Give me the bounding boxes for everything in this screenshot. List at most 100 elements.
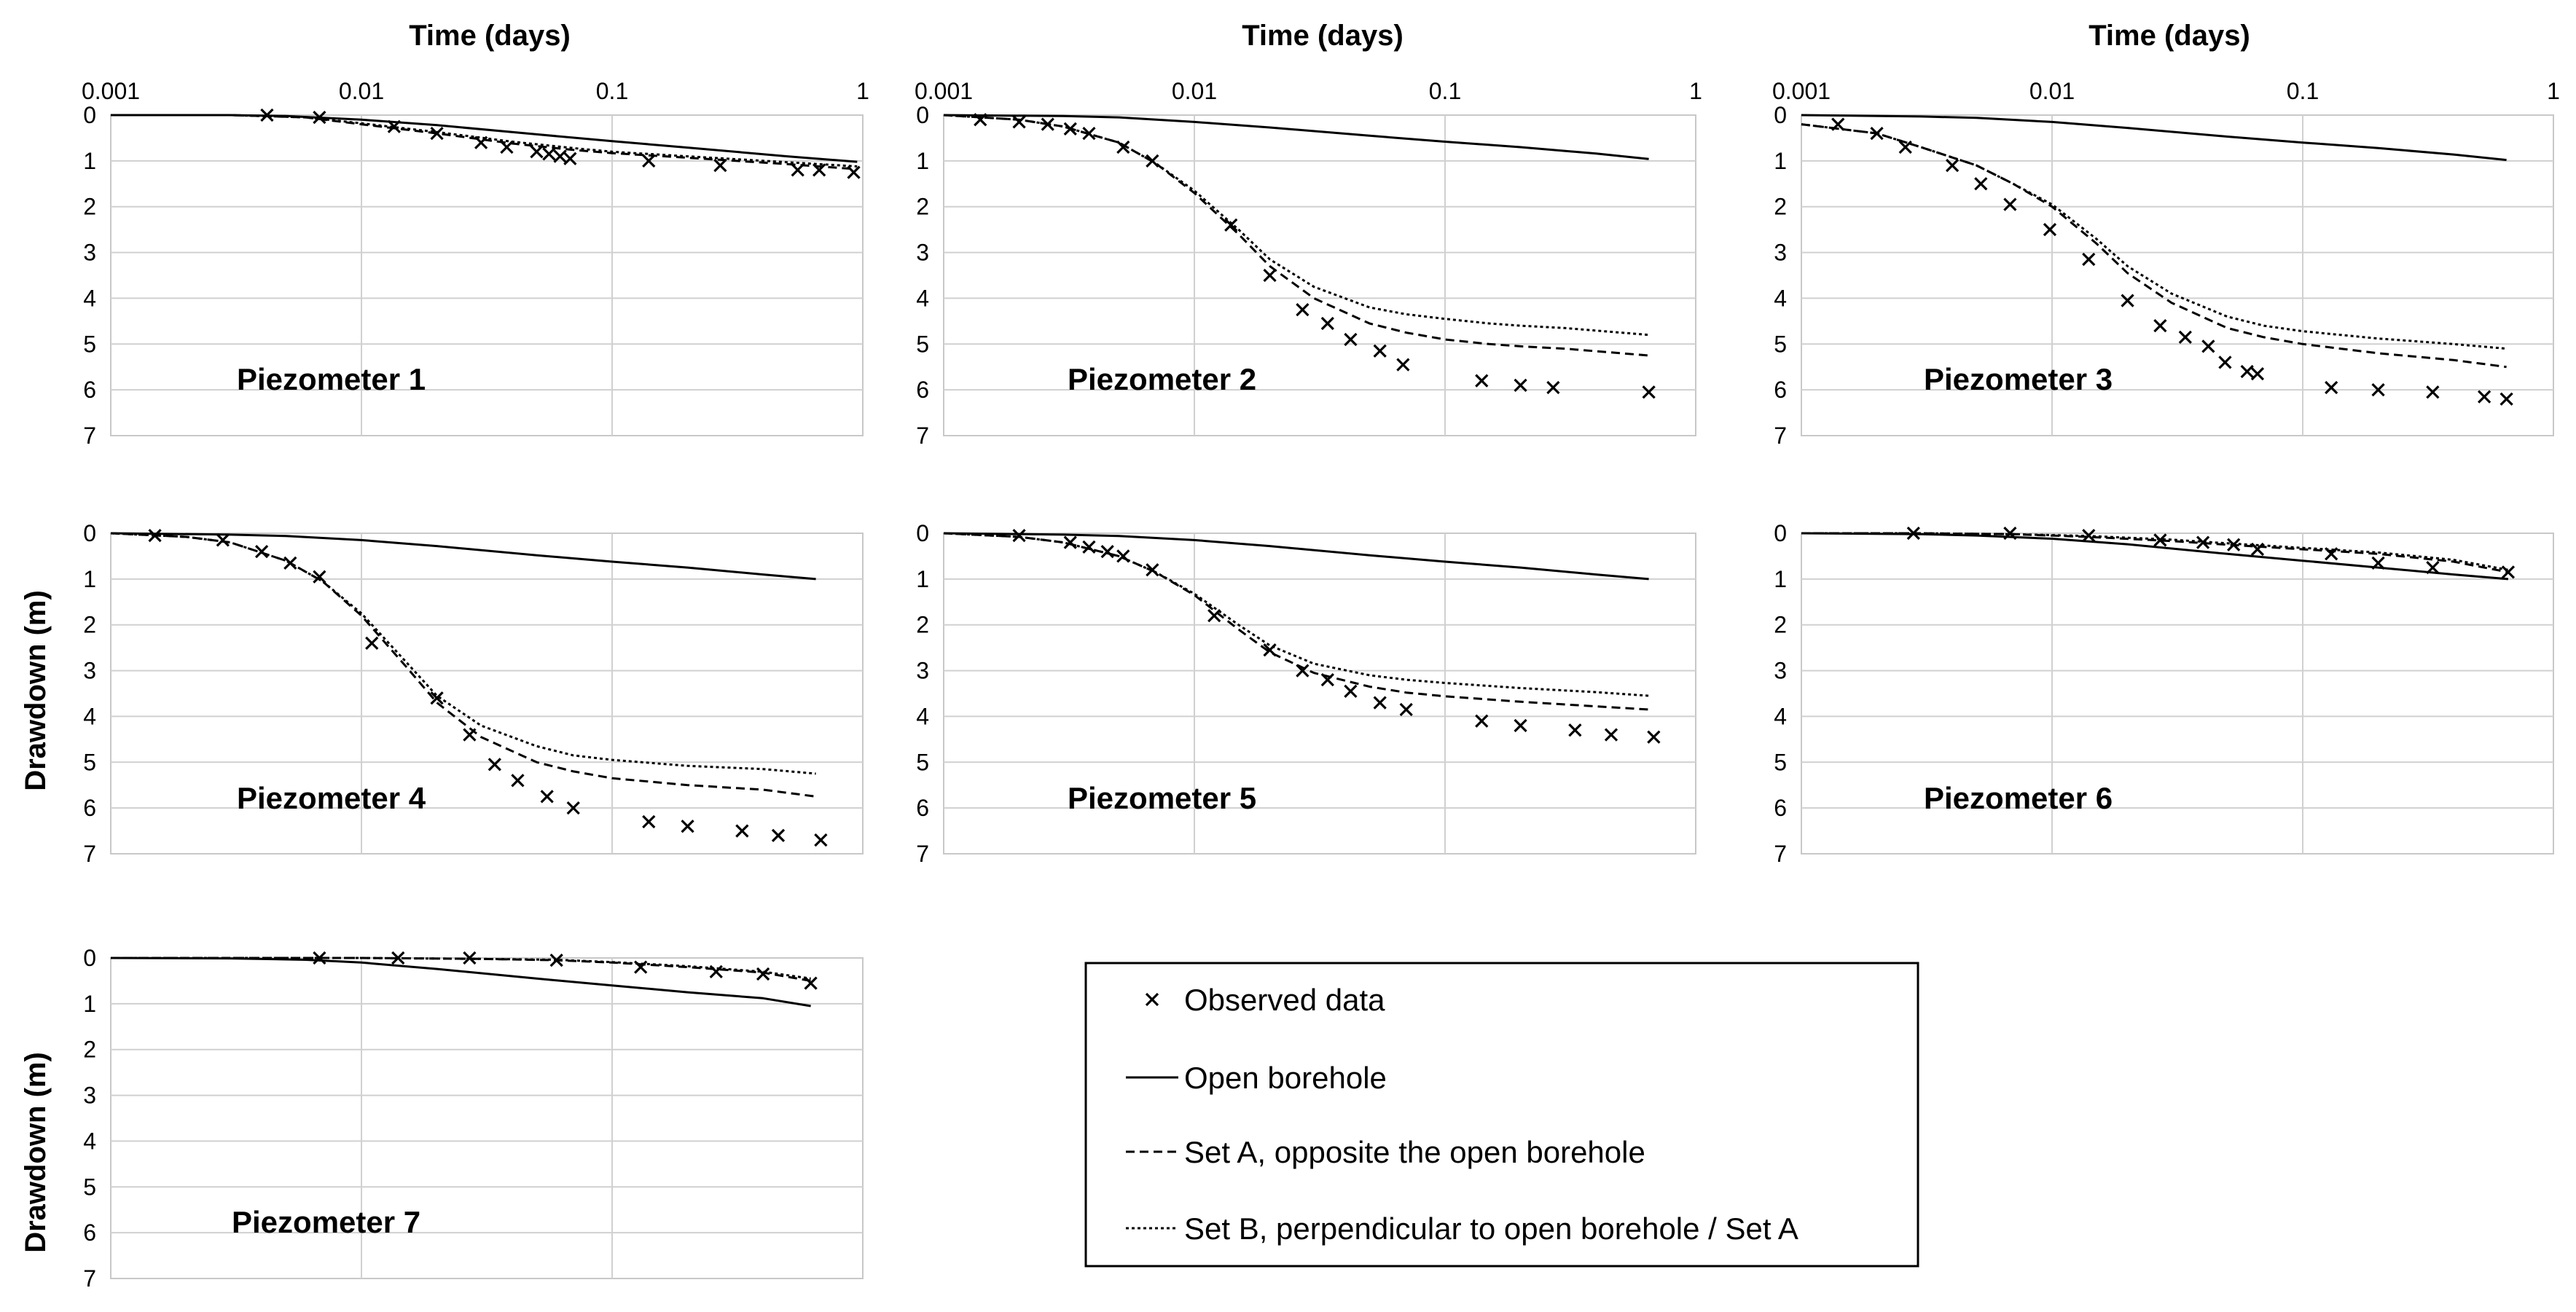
y-tick-label: 5 [83,1174,96,1200]
observed-point [488,758,501,771]
y-tick-label: 3 [1774,658,1787,684]
panel-title: Piezometer 1 [237,362,426,396]
observed-point [1568,723,1582,737]
plot-area [1801,533,2554,855]
y-tick-label: 1 [916,566,929,592]
observed-point [1296,303,1309,317]
legend-swatch-observed [1145,992,1159,1007]
series-line-set-a [943,532,1649,711]
y-tick-label: 1 [83,991,96,1017]
observed-point [756,967,770,981]
y-tick-label: 5 [83,331,96,357]
plot-area [110,114,864,436]
observed-point [2325,380,2338,395]
observed-point [1870,127,1884,141]
y-tick-label: 0 [916,102,929,128]
y-tick-label: 7 [916,841,929,867]
observed-point [709,965,723,978]
y-tick-label: 5 [916,749,929,775]
y-tick-label: 3 [1774,240,1787,266]
observed-point [2082,529,2096,543]
y-tick-label: 1 [83,566,96,592]
observed-point [1224,218,1238,232]
x-tick-label: 0.01 [339,78,384,104]
legend-label-observed: Observed data [1184,983,1385,1017]
x-tick-label: 0.01 [2029,78,2075,104]
observed-point [500,140,514,154]
observed-point [847,165,861,179]
observed-point [2082,252,2096,267]
observed-point [2121,294,2134,307]
observed-point [1063,122,1077,135]
observed-point [1373,696,1387,710]
observed-point [1945,159,1960,173]
observed-point [387,119,401,133]
legend: Observed data Open borehole Set A, oppos… [1084,962,1919,1268]
series-line-set-a [111,956,811,982]
observed-point [1399,702,1413,717]
observed-point [2501,565,2516,579]
y-tick-label: 2 [83,194,96,220]
x-axis-title-col1: Time (days) [409,20,571,52]
y-tick-label: 3 [916,658,929,684]
observed-point [463,951,477,965]
y-tick-label: 2 [1774,194,1787,220]
y-tick-label: 4 [83,1128,96,1154]
x-tick-label: 0.001 [1772,78,1831,104]
observed-point [1898,140,1912,154]
observed-point [2478,390,2491,404]
panel-piezometer-2: 0 1 2 3 4 5 6 7 0.001 0.01 0.1 1 Piezometer 2 [915,78,1702,449]
x-tick-label: 0.001 [915,78,973,104]
observed-point [1373,344,1387,358]
y-tick-label: 7 [1774,423,1787,449]
y-tick-label: 5 [1774,749,1787,775]
y-tick-label: 0 [916,520,929,546]
series-line-set-b [1801,532,2509,571]
observed-point [2371,556,2385,570]
x-axis-title-col3: Time (days) [2088,20,2250,52]
observed-point [542,147,556,161]
observed-point [1475,374,1489,388]
legend-label-open-borehole: Open borehole [1184,1061,1387,1095]
observed-point [2499,392,2513,406]
series-line-open-borehole [943,114,1649,160]
observed-point [1320,316,1334,331]
y-tick-label: 7 [83,423,96,449]
observed-point [1263,268,1277,283]
series-line-open-borehole [110,532,816,581]
observed-point [804,976,818,990]
observed-point [2227,538,2241,551]
x-tick-label: 0.1 [596,78,628,104]
observed-point [474,135,488,149]
y-tick-label: 1 [83,148,96,174]
x-tick-label: 1 [2547,78,2560,104]
y-tick-label: 3 [83,240,96,266]
observed-point [2196,535,2210,549]
panel-title: Piezometer 3 [1924,362,2113,396]
panel-piezometer-1: 0 1 2 3 4 5 6 7 0.001 0.01 0.1 1 Piezometer 1 [82,78,869,449]
y-tick-label: 2 [83,1037,96,1063]
observed-point [1012,529,1026,543]
y-tick-label: 3 [916,240,929,266]
observed-point [2178,330,2192,344]
panel-piezometer-3: 0 1 2 3 4 5 6 7 0.001 0.01 0.1 1 Piezometer 3 [1772,78,2560,449]
y-tick-label: 6 [83,377,96,403]
y-tick-label: 3 [83,658,96,684]
plot-area [1801,114,2554,436]
y-tick-label: 7 [83,841,96,867]
observed-point [566,801,580,815]
observed-point [430,127,444,141]
y-tick-label: 0 [83,945,96,971]
observed-point [1320,673,1334,687]
observed-point [1082,540,1096,554]
y-tick-label: 0 [1774,102,1787,128]
observed-point [2153,533,2167,547]
observed-point [1396,358,1410,372]
series-line-set-a [110,532,816,798]
y-tick-label: 4 [83,703,96,729]
x-tick-label: 1 [1689,78,1702,104]
observed-point [1100,545,1114,559]
x-axis-title-col2: Time (days) [1242,20,1404,52]
observed-point [1041,117,1054,131]
